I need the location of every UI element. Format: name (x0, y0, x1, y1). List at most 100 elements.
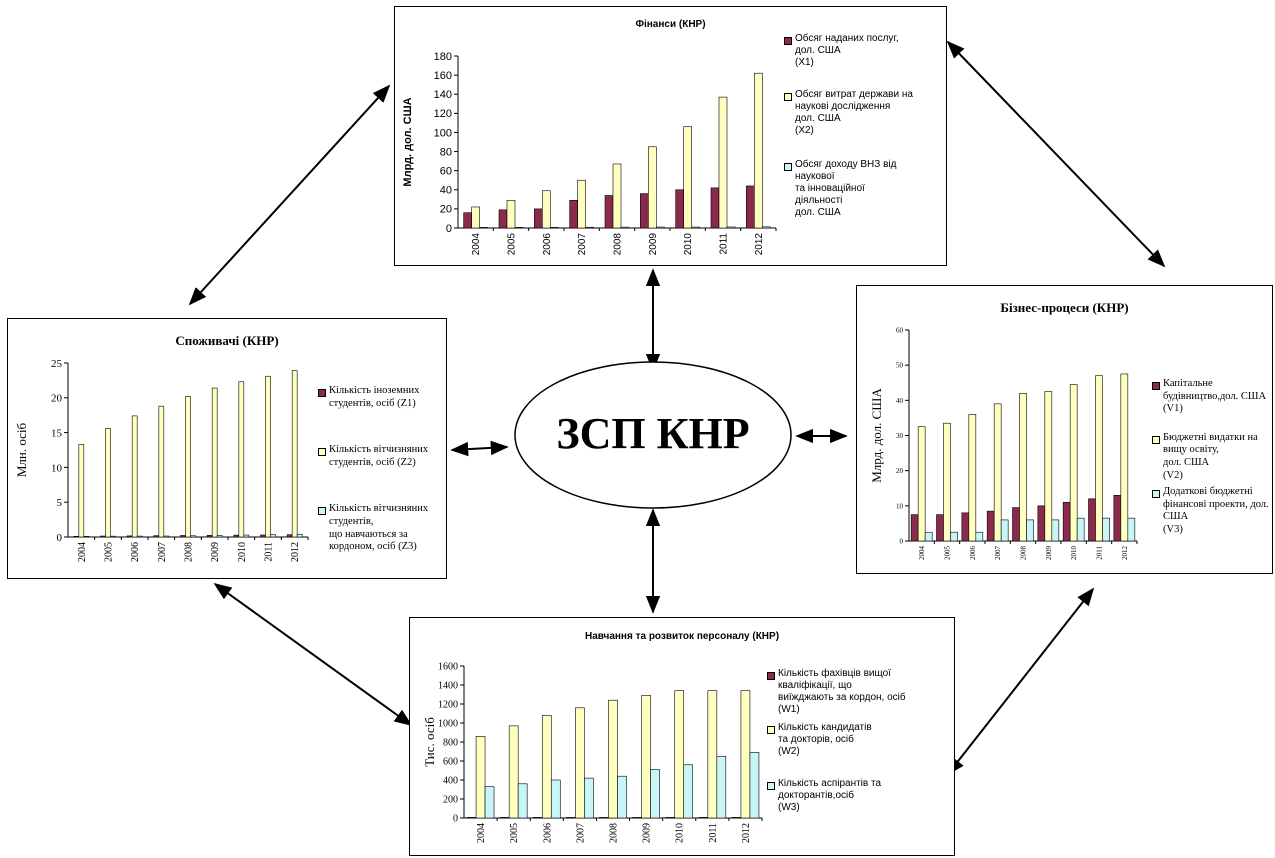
bar-business-s1-2010 (1062, 502, 1071, 542)
bar-finance-s2-2004 (471, 206, 480, 229)
business-legend-label-v1: Капітальне будівництво,дол. США (V1) (1163, 378, 1267, 415)
finance-legend-item-x3: Обсяг доходу ВНЗ від наукової та інновац… (784, 159, 944, 219)
bar-finance-s1-2009 (640, 193, 649, 229)
bar-finance-s1-2006 (534, 208, 543, 229)
x-tick-label: 2006 (130, 542, 141, 562)
y-axis-label: Млрд. дол. США (869, 388, 884, 483)
arrow-finance-business (946, 40, 1166, 268)
y-tick-label: 1600 (438, 662, 458, 673)
bar-finance-s3-2004 (479, 227, 488, 229)
bar-finance-s2-2012 (754, 72, 763, 229)
consumers-panel: Споживачі (КНР) 0 5 10 15 20 25 Млн. осіб 2004 2… (7, 318, 447, 579)
legend-swatch-z1 (318, 389, 326, 397)
legend-swatch-x2 (784, 93, 792, 101)
bar-finance-s3-2005 (514, 227, 524, 229)
y-tick-label: 40 (440, 185, 452, 197)
business-legend: Капітальне будівництво,дол. США (V1) Бюд… (1152, 378, 1274, 537)
bar-consumers-s3-2004 (83, 536, 90, 538)
bar-finance-s1-2004 (463, 212, 472, 229)
training-legend: Кількість фахівців вищої кваліфікації, щ… (767, 668, 955, 814)
x-tick-label: 2005 (943, 546, 951, 561)
business-legend-label-v2: Бюджетні видатки на вищу освіту, дол. СШ… (1163, 431, 1258, 481)
bar-finance-s2-2007 (577, 179, 586, 229)
y-tick-label: 20 (896, 467, 904, 475)
bar-business-s1-2006 (961, 512, 970, 542)
bar-consumers-s2-2010 (238, 381, 245, 538)
bar-business-s1-2007 (986, 510, 995, 542)
finance-legend-label-x3: Обсяг доходу ВНЗ від наукової та інновац… (795, 159, 897, 218)
x-tick-label: 2004 (476, 823, 487, 843)
bar-business-s2-2005 (943, 422, 951, 542)
bar-business-s1-2004 (910, 514, 919, 542)
legend-swatch-x1 (784, 37, 792, 45)
bar-finance-s2-2006 (542, 190, 551, 229)
bar-business-s3-2006 (975, 531, 984, 542)
y-tick-label: 800 (443, 738, 458, 749)
bar-training-s1-2007 (566, 817, 576, 819)
legend-swatch-v3 (1152, 490, 1160, 499)
y-tick-label: 20 (51, 393, 63, 405)
y-tick-label: 50 (896, 362, 904, 370)
y-tick-label: 1000 (438, 719, 458, 730)
arrow-business-training (946, 587, 1095, 776)
x-tick-label: 2010 (675, 823, 686, 843)
bar-business-s1-2005 (936, 514, 944, 542)
bar-training-s3-2010 (683, 764, 694, 819)
finance-chart: 0 20 40 60 80 100 120 140 160 180 Млрд. дол. США 20… (402, 51, 777, 256)
bar-consumers-s2-2004 (78, 444, 85, 538)
bar-business-s2-2006 (968, 414, 977, 542)
bar-consumers-s1-2010 (233, 534, 240, 538)
bar-finance-s2-2010 (683, 126, 692, 229)
bar-consumers-s1-2006 (126, 535, 133, 538)
bar-training-s1-2006 (532, 817, 543, 819)
legend-swatch-v2 (1152, 435, 1160, 444)
y-axis-label: Тис. осіб (422, 717, 437, 767)
x-tick-label: 2011 (708, 823, 719, 843)
y-tick-label: 1400 (438, 681, 458, 692)
bar-training-s2-2012 (740, 690, 751, 819)
bar-finance-s1-2012 (746, 185, 755, 229)
bar-training-s3-2011 (716, 755, 727, 819)
bar-consumers-s3-2005 (110, 535, 116, 538)
bar-consumers-s2-2005 (105, 428, 111, 538)
x-tick-label: 2005 (104, 542, 115, 562)
legend-swatch-w1 (767, 672, 775, 680)
x-tick-label: 2008 (613, 233, 624, 256)
training-legend-label-w1: Кількість фахівців вищої кваліфікації, щ… (778, 668, 906, 715)
bar-training-s1-2010 (665, 817, 676, 819)
bar-training-s2-2008 (608, 699, 618, 819)
bar-finance-s2-2011 (718, 96, 728, 229)
business-title: Бізнес-процеси (КНР) (1000, 300, 1129, 315)
y-tick-label: 1200 (438, 700, 458, 711)
business-panel: Бізнес-процеси (КНР) 0 10 20 30 40 50 60 Млрд. … (856, 285, 1273, 574)
x-tick-label: 2009 (648, 233, 659, 256)
y-tick-label: 160 (434, 70, 452, 82)
y-tick-label: 100 (434, 127, 452, 139)
finance-panel: Фінанси (КНР) 0 20 40 60 80 100 120 140 160 180 Мл… (394, 6, 947, 266)
y-tick-label: 20 (440, 204, 452, 216)
x-tick-label: 2009 (642, 823, 653, 843)
bar-business-s3-2004 (924, 531, 933, 542)
x-tick-label: 2007 (577, 233, 588, 256)
finance-legend-item-x2: Обсяг витрат держави на наукові дослідже… (784, 89, 944, 137)
x-tick-label: 2010 (237, 542, 248, 562)
legend-swatch-z2 (318, 448, 326, 457)
bar-consumers-s3-2012 (296, 533, 303, 538)
y-axis-label: Млн. осіб (14, 422, 29, 477)
bar-training-s1-2005 (499, 817, 510, 819)
bar-finance-s1-2005 (498, 209, 508, 229)
bar-consumers-s2-2012 (291, 370, 298, 538)
x-tick-label: 2009 (1045, 546, 1053, 561)
bar-consumers-s1-2011 (260, 534, 266, 538)
bar-business-s1-2011 (1088, 498, 1096, 542)
bar-training-s2-2010 (674, 690, 685, 819)
y-tick-label: 5 (57, 497, 63, 509)
bar-business-s2-2007 (993, 403, 1002, 542)
y-tick-label: 400 (443, 776, 458, 787)
bar-training-s2-2006 (541, 715, 552, 819)
consumers-legend: Кількість іноземних студентів, осіб (Z1)… (318, 385, 446, 554)
consumers-legend-label-z1: Кількість іноземних студентів, осіб (Z1) (329, 385, 420, 409)
y-tick-label: 40 (896, 397, 904, 405)
bar-business-s1-2012 (1113, 494, 1122, 542)
bar-training-s1-2012 (731, 817, 742, 819)
